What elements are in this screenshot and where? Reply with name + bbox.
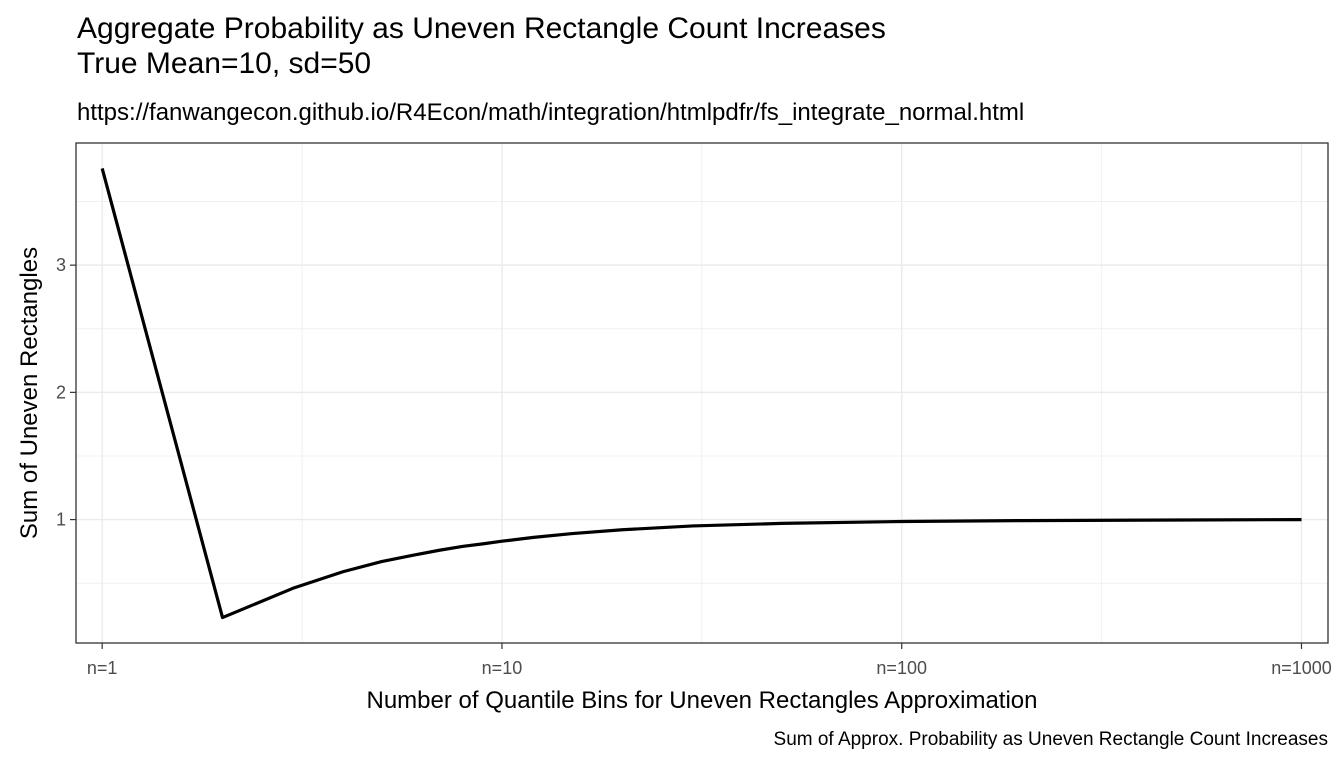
chart-subtitle: https://fanwangecon.github.io/R4Econ/mat… [77, 99, 1025, 126]
y-tick-label: 2 [56, 382, 66, 402]
series-line [100, 168, 1302, 620]
major-gridlines [76, 143, 1328, 643]
y-axis: 1 2 3 [56, 255, 76, 530]
y-tick-label: 3 [56, 255, 66, 275]
x-tick-label: n=10 [482, 658, 523, 678]
x-tick-label: n=100 [876, 658, 927, 678]
panel-border [75, 142, 1329, 644]
x-axis: n=1 n=10 n=100 n=1000 [87, 643, 1332, 678]
minor-gridlines [76, 143, 1328, 643]
x-tick-label: n=1 [87, 658, 118, 678]
x-tick-label: n=1000 [1271, 658, 1332, 678]
chart-caption: Sum of Approx. Probability as Uneven Rec… [773, 729, 1328, 750]
chart-title: Aggregate Probability as Uneven Rectangl… [77, 12, 886, 45]
chart-title-line2: True Mean=10, sd=50 [77, 47, 372, 80]
y-tick-label: 1 [56, 510, 66, 530]
x-axis-title: Number of Quantile Bins for Uneven Recta… [366, 687, 1037, 714]
y-axis-title: Sum of Uneven Rectangles [16, 247, 43, 539]
